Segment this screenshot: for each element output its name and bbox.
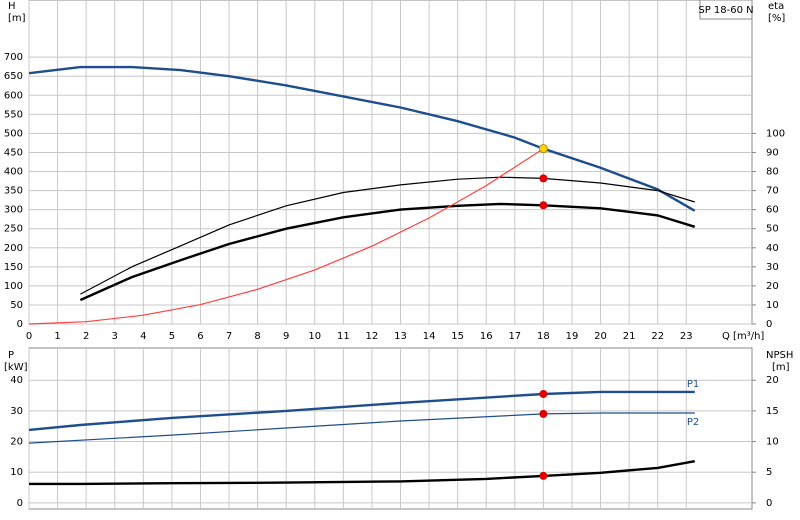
x-tick-label: 14 [423,331,436,342]
y-tick-label: 20 [10,437,23,448]
y2-tick-label: 90 [766,147,779,158]
y2-tick-label: 10 [766,300,779,311]
curve [28,390,695,432]
y-tick-label: 10 [10,467,23,478]
y-tick-label: 200 [4,243,23,254]
y-axis-unit: [m] [8,13,26,24]
x-tick-label: 12 [366,331,379,342]
series-label: P2 [687,417,699,428]
x-tick-label: 17 [508,331,521,342]
y2-tick-label: 0 [766,319,772,330]
model-label: SP 18-60 N [698,5,753,16]
y-tick-label: 250 [4,224,23,235]
y-axis-unit: [kW] [4,362,28,373]
y-tick-label: 100 [4,281,23,292]
y2-axis-label: NPSH [766,350,793,361]
y2-tick-label: 100 [766,128,785,139]
y2-tick-label: 50 [766,224,779,235]
x-tick-label: 18 [537,331,550,342]
y2-tick-label: 10 [766,437,779,448]
x-tick-label: 6 [197,331,203,342]
duty-point [539,174,548,183]
x-tick-label: 7 [226,331,232,342]
y-axis-label: H [8,1,16,12]
duty-point [539,390,548,398]
y2-tick-label: 30 [766,262,779,273]
x-tick-label: 19 [566,331,579,342]
y2-tick-label: 5 [766,467,772,478]
x-tick-label: 1 [54,331,60,342]
x-tick-label: 10 [308,331,321,342]
y-tick-label: 0 [17,498,23,509]
x-tick-label: 9 [283,331,289,342]
y-tick-label: 400 [4,167,23,178]
x-tick-label: 3 [112,331,118,342]
x-tick-label: 20 [594,331,607,342]
model-box [699,0,753,20]
y-tick-label: 500 [4,128,23,139]
y2-tick-label: 20 [766,375,779,386]
x-tick-label: 11 [337,331,350,342]
x-tick-label: 4 [140,331,146,342]
y2-tick-label: 60 [766,205,779,216]
y2-tick-label: 70 [766,186,779,197]
duty-point [539,201,548,210]
curve [28,65,696,212]
y-tick-label: 650 [4,71,23,82]
curve [29,460,696,486]
x-tick-label: 13 [394,331,407,342]
x-tick-label: 23 [680,331,693,342]
x-axis-label: Q [m³/h] [722,331,764,342]
x-tick-label: 15 [451,331,464,342]
duty-point [539,409,548,418]
x-tick-label: 16 [480,331,493,342]
curve [80,176,695,295]
y-tick-label: 30 [10,406,23,417]
y-tick-label: 450 [4,147,23,158]
y2-tick-label: 20 [766,281,779,292]
y-tick-label: 300 [4,205,23,216]
duty-point [538,144,548,154]
x-tick-label: 5 [169,331,175,342]
curve [28,412,695,444]
x-tick-label: 8 [254,331,260,342]
y2-tick-label: 40 [766,243,779,254]
y-tick-label: 150 [4,262,23,273]
y-tick-label: 550 [4,109,23,120]
x-tick-label: 2 [83,331,89,342]
y2-axis-unit: [m] [772,362,790,373]
plots: 0 1 2 3 4 5 6 7 8 9 10 11 12 13 14 15 16 17 18 19 20 21 22 2305… [4,0,785,510]
y2-tick-label: 15 [766,406,779,417]
series-label: P1 [687,379,699,390]
duty-point [539,471,548,480]
x-tick-label: 22 [651,331,664,342]
x-tick-label: 0 [26,331,32,342]
y-tick-label: 0 [17,319,23,330]
y-tick-label: 350 [4,186,23,197]
y2-tick-label: 0 [766,498,772,509]
y2-axis-label: eta [768,1,784,12]
x-tick-label: 21 [623,331,636,342]
y2-tick-label: 80 [766,167,779,178]
y-tick-label: 600 [4,90,23,101]
y-tick-label: 50 [10,300,23,311]
y2-axis-unit: [%] [768,13,785,24]
curve [79,202,696,302]
curve [28,148,544,325]
y-tick-label: 700 [4,52,23,63]
y-axis-label: P [8,350,14,361]
plot-frame [28,347,753,510]
y-tick-label: 40 [10,375,23,386]
